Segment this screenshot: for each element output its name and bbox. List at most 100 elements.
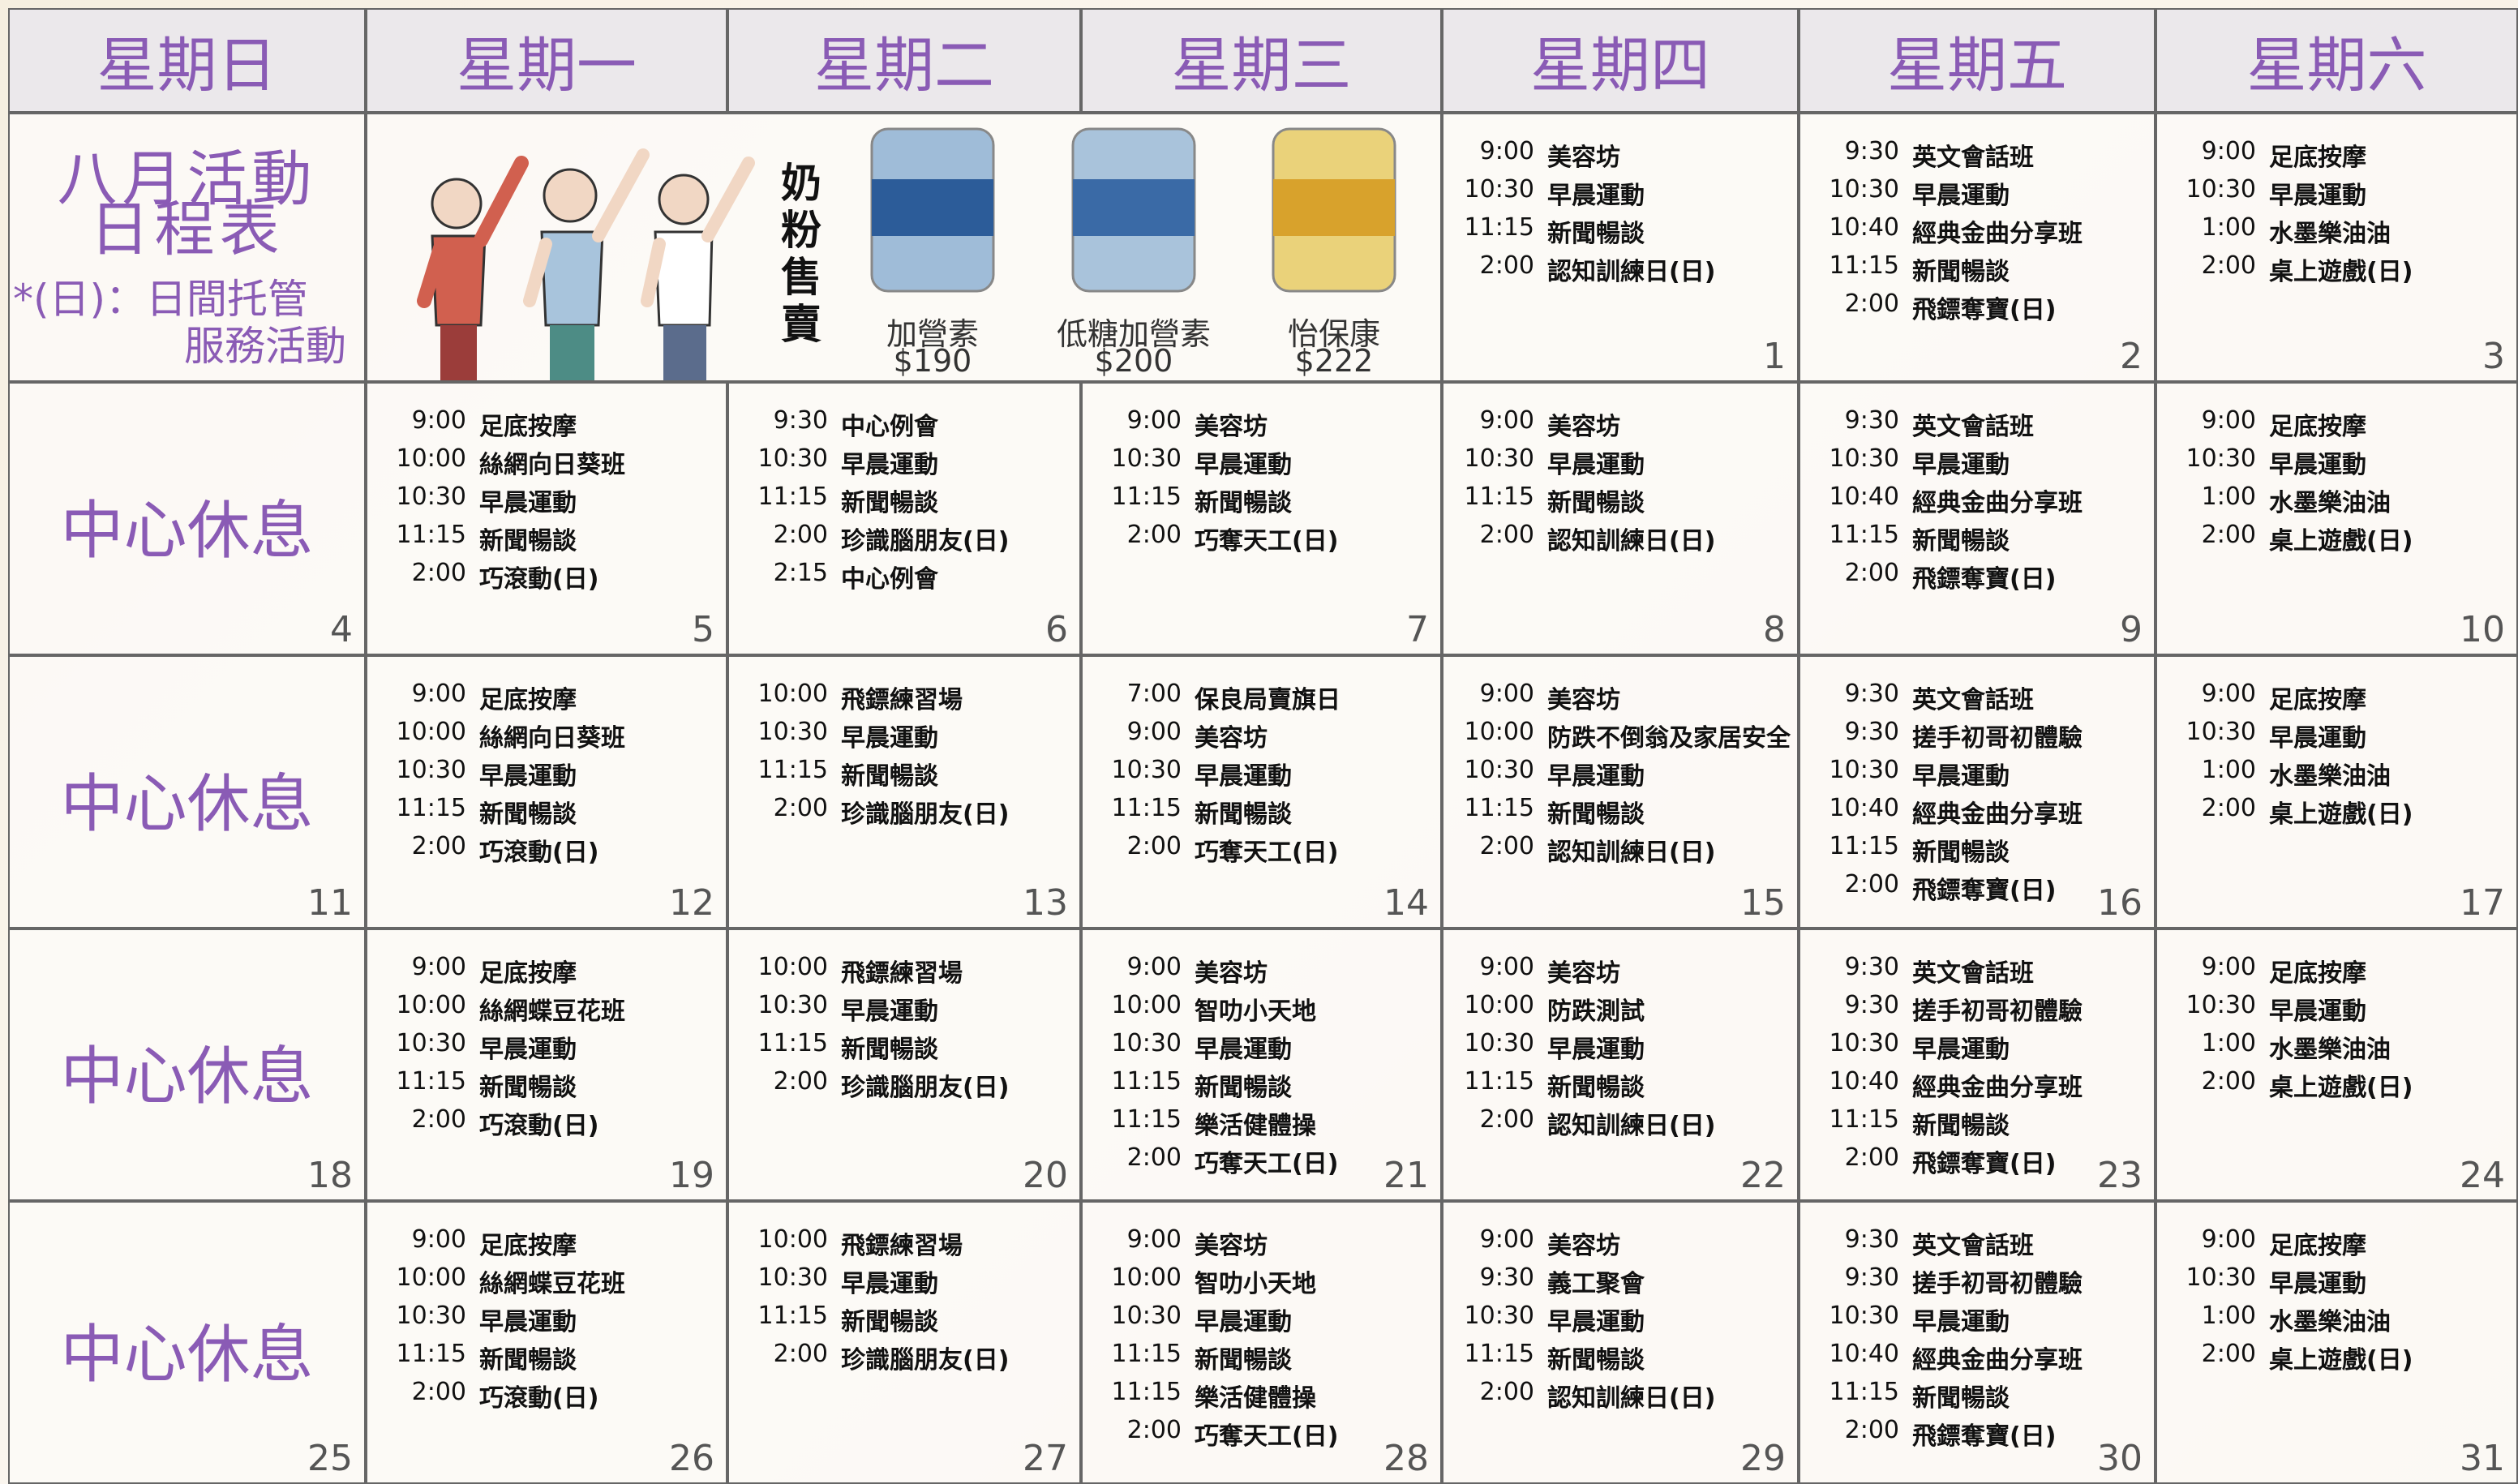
event-activity: 足底按摩 [479,1232,577,1260]
event: 10:30 早晨運動 [1091,444,1292,480]
event: 10:30 早晨運動 [1808,175,2010,211]
event-time: 10:30 [1829,756,1899,784]
event-activity: 早晨運動 [1547,762,1645,791]
event-time: 9:30 [1844,406,1899,435]
day-cell: 9:00 美容坊 10:00 防跌不倒翁及家居安全 10:30 早晨運動 11:15 新聞暢談… [1442,655,1799,929]
event-activity: 防跌測試 [1547,997,1645,1026]
event-activity: 足底按摩 [2269,1232,2366,1260]
event: 11:15 新聞暢談 [1808,521,2010,556]
event: 10:30 早晨運動 [1443,1302,1645,1337]
event-activity: 足底按摩 [479,686,577,714]
event: 9:00 足底按摩 [2165,406,2366,442]
event-time: 2:00 [1844,1143,1899,1172]
day-number: 22 [1740,1155,1786,1196]
event-activity: 飛鏢練習場 [841,959,963,988]
event: 2:00 巧滾動(日) [375,1105,599,1141]
event: 9:00 足底按摩 [2165,953,2366,989]
event-activity: 美容坊 [1195,413,1268,441]
event: 11:15 新聞暢談 [375,521,577,556]
promo-cell: 奶粉售賣 加營素 $190 低糖加營素 $200 怡保康 $222 [366,113,1442,382]
event-activity: 足底按摩 [2269,959,2366,988]
event-time: 11:15 [396,1067,466,1096]
event-time: 10:30 [1464,756,1534,784]
event-time: 9:30 [1479,1263,1534,1292]
event-time: 11:15 [1464,794,1534,822]
event: 9:30 義工聚會 [1443,1263,1645,1299]
event-activity: 飛鏢奪寶(日) [1912,1422,2057,1451]
product-price: $190 [893,343,972,379]
day-cell: 9:00 美容坊 9:30 義工聚會 10:30 早晨運動 11:15 新聞暢談 2:00 認知訓… [1442,1201,1799,1484]
event-time: 11:15 [1464,213,1534,242]
event: 10:30 早晨運動 [1808,756,2010,791]
event-activity: 早晨運動 [2269,1270,2366,1298]
event: 9:00 足底按摩 [375,680,577,715]
event-time: 1:00 [2201,756,2256,784]
event-activity: 美容坊 [1547,144,1620,172]
event-time: 9:30 [1844,680,1899,708]
event-time: 2:00 [411,559,466,587]
event: 2:00 桌上遊戲(日) [2165,1340,2413,1375]
day-number: 14 [1383,882,1429,924]
event-activity: 飛鏢練習場 [841,686,963,714]
event: 9:30 英文會話班 [1808,137,2034,173]
event-activity: 巧滾動(日) [479,1384,599,1413]
event-activity: 早晨運動 [1912,1308,2010,1336]
event-time: 9:00 [411,953,466,981]
event-activity: 早晨運動 [2269,997,2366,1026]
event: 9:00 美容坊 [1091,406,1268,442]
event-time: 9:30 [1844,1225,1899,1254]
event: 10:30 早晨運動 [2165,1263,2366,1299]
day-number: 7 [1406,609,1429,650]
event-activity: 足底按摩 [479,959,577,988]
day-cell: 10:00 飛鏢練習場 10:30 早晨運動 11:15 新聞暢談 2:00 珍識腦朋友(日)… [727,1201,1081,1484]
event-activity: 絲網蝶豆花班 [479,1270,625,1298]
day-number: 25 [307,1438,353,1479]
event-time: 9:30 [1844,991,1899,1019]
day-cell: 9:00 美容坊 10:30 早晨運動 11:15 新聞暢談 2:00 認知訓練日(日) 8 [1442,382,1799,655]
event: 9:30 搓手初哥初體驗 [1808,991,2083,1027]
product-name: 怡保康 [1287,316,1380,352]
event: 10:00 絲網向日葵班 [375,444,625,480]
event: 2:00 珍識腦朋友(日) [737,1067,1010,1103]
event-time: 10:00 [1464,991,1534,1019]
event-time: 10:30 [1464,444,1534,473]
event: 10:30 早晨運動 [1808,1302,2010,1337]
day-cell: 9:00 足底按摩 10:30 早晨運動 1:00 水墨樂油油 2:00 桌上遊戲(日) 10 [2156,382,2518,655]
event-activity: 英文會話班 [1912,1232,2034,1260]
event-time: 10:30 [1111,444,1182,473]
event-activity: 珍識腦朋友(日) [841,1074,1010,1102]
milk-cans [870,127,1396,293]
event-time: 2:00 [1844,559,1899,587]
title-heading: 日程表 [89,195,285,264]
event-time: 10:30 [1829,175,1899,204]
day-cell: 9:30 英文會話班 9:30 搓手初哥初體驗 10:30 早晨運動 10:40 經典金曲分享… [1799,1201,2156,1484]
event-activity: 巧滾動(日) [479,839,599,867]
event-activity: 新聞暢談 [1912,1384,2010,1413]
event: 10:30 早晨運動 [2165,444,2366,480]
event: 9:00 足底按摩 [2165,1225,2366,1261]
event: 9:30 英文會話班 [1808,406,2034,442]
title-note: *(日)：日間托管 [13,276,309,323]
event-time: 2:00 [2201,794,2256,822]
day-cell: 9:00 美容坊 10:00 智叻小天地 10:30 早晨運動 11:15 新聞暢談 11:15… [1081,929,1442,1201]
event-activity: 巧奪天工(日) [1195,839,1339,867]
event-time: 2:00 [1479,521,1534,549]
day-number: 1 [1763,336,1786,377]
event: 2:00 飛鏢奪寶(日) [1808,290,2057,325]
event-time: 2:00 [411,1105,466,1134]
event: 9:30 英文會話班 [1808,953,2034,989]
event-time: 2:00 [773,1340,828,1368]
title-cell: 八月活動 日程表 *(日)：日間托管 服務活動 [8,113,366,382]
event-time: 10:30 [757,718,828,746]
event-time: 11:15 [757,1029,828,1057]
event-activity: 美容坊 [1547,686,1620,714]
event-time: 2:00 [411,832,466,860]
event-activity: 新聞暢談 [841,1036,938,1064]
event-time: 11:15 [396,1340,466,1368]
event-time: 10:30 [1829,444,1899,473]
event-activity: 經典金曲分享班 [1912,220,2083,248]
event: 10:40 經典金曲分享班 [1808,1067,2083,1103]
event-time: 2:00 [411,1378,466,1406]
event-time: 9:00 [411,1225,466,1254]
event: 10:00 防跌不倒翁及家居安全 [1443,718,1791,753]
